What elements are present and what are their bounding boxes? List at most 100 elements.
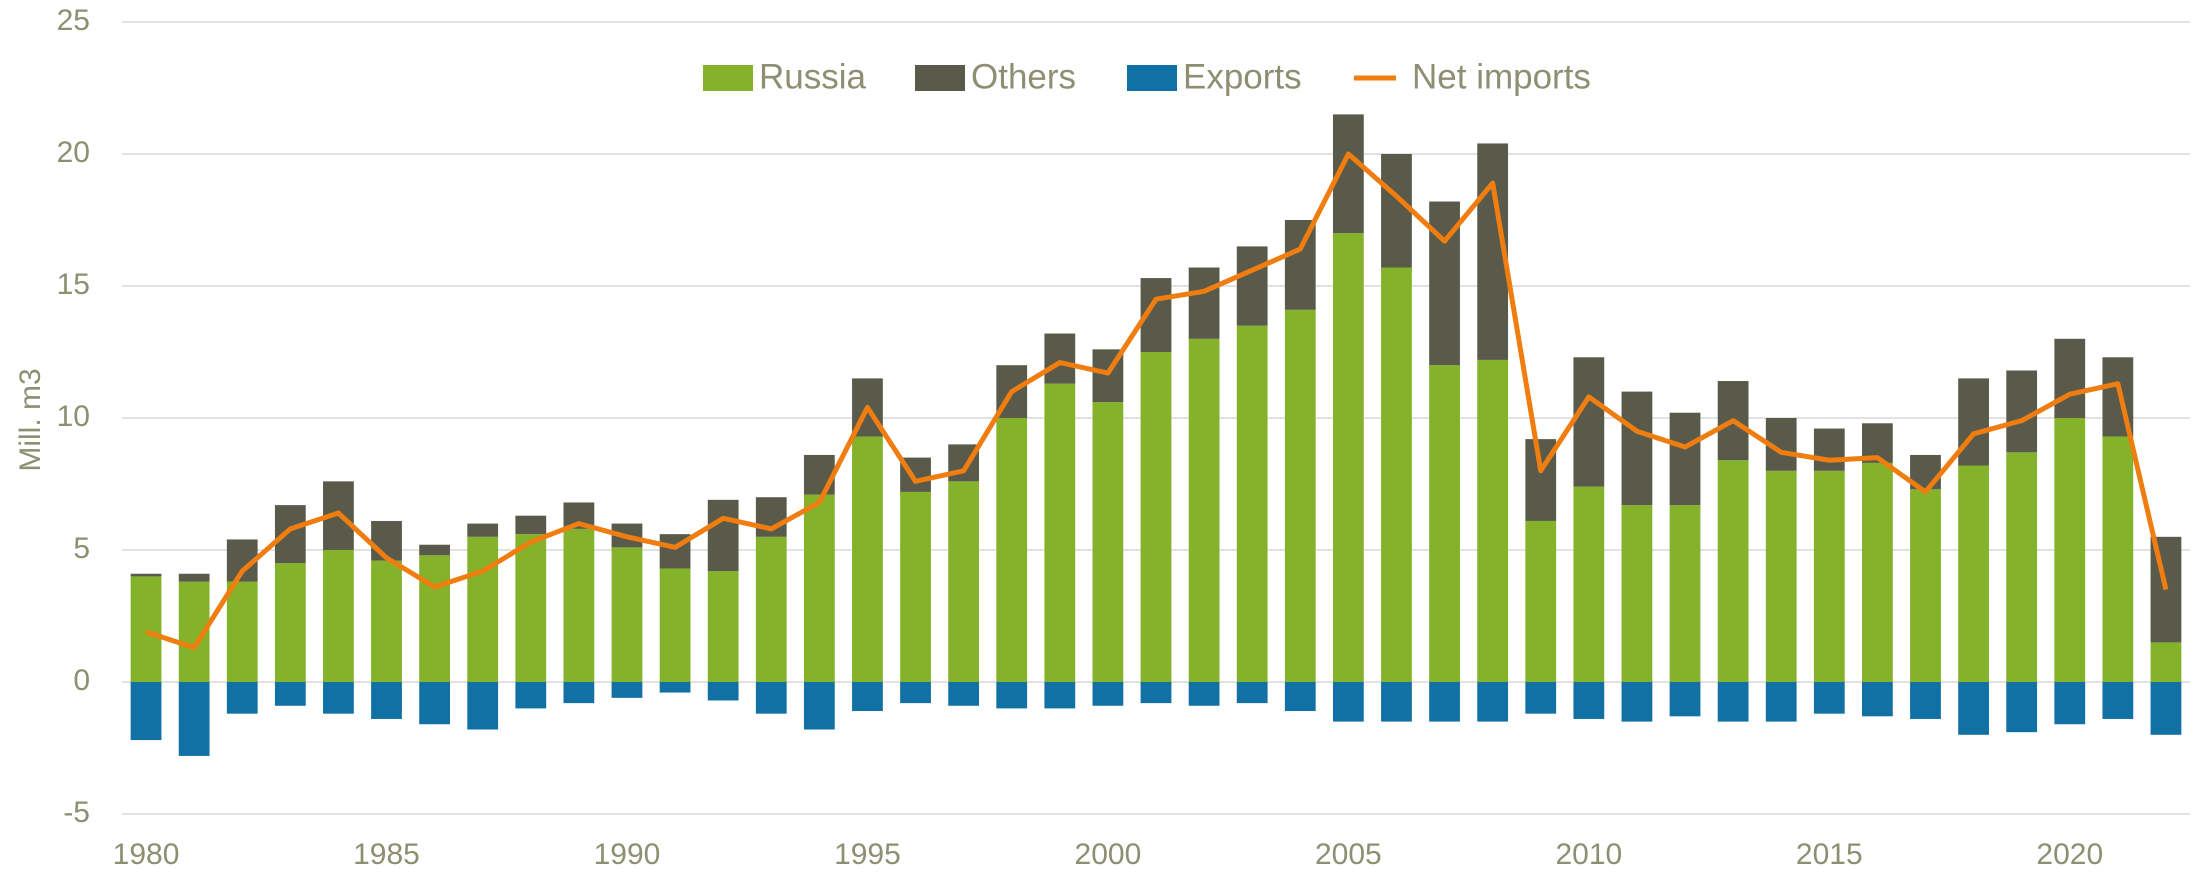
bar [852,436,883,682]
bar [1525,682,1557,714]
bar [1188,682,1220,706]
bar [226,581,258,682]
bar [563,528,595,682]
x-tick-label: 1990 [594,838,661,871]
bar [1188,338,1220,682]
bar [803,454,835,495]
x-tick-label: 1980 [113,838,180,871]
bar [1236,246,1268,326]
bar [1044,383,1076,682]
bar [467,682,499,730]
bar [1573,357,1605,487]
legend-swatch [915,65,965,91]
bar [1092,402,1124,682]
bar [419,555,450,682]
bar [659,568,691,682]
bar [1621,391,1653,506]
bar [1862,462,1893,682]
bar [1332,682,1364,722]
bar [1284,682,1316,712]
bar [1862,682,1893,717]
bar [130,576,162,682]
bar [1813,428,1845,471]
bar [2150,682,2182,735]
bar [803,494,835,682]
bar [1429,682,1460,722]
bar [226,682,258,714]
bar [611,682,643,698]
legend-label: Others [971,57,1076,96]
bar [1332,233,1364,682]
bar [1621,682,1653,722]
bar [2006,682,2038,733]
y-tick-label: 10 [57,400,90,433]
bar [1477,682,1509,722]
legend-swatch [1127,65,1177,91]
bar [1092,682,1124,706]
bar [611,547,643,682]
bar [371,520,402,561]
bar [130,682,162,741]
bar [659,682,691,693]
bar [2102,436,2134,682]
bar [1284,309,1316,682]
bar [274,682,306,706]
bar [803,682,835,730]
bar [2006,452,2038,682]
bar [1813,682,1845,714]
legend-swatch [703,65,753,91]
bar [852,682,883,712]
y-tick-label: 25 [57,4,90,37]
bar [1429,365,1460,682]
bar [178,682,210,756]
bar [755,536,787,682]
bar [371,560,402,682]
bar [2054,418,2086,682]
bar [371,682,402,719]
bar [2102,682,2134,719]
bar [1381,267,1412,682]
y-tick-label: 15 [57,268,90,301]
y-tick-label: 0 [73,664,90,697]
bar [2054,338,2086,418]
bar [707,499,739,572]
bar [1573,682,1605,719]
bar [515,682,547,709]
bar [2006,370,2038,453]
bar [1669,682,1701,717]
bar [1717,682,1749,722]
bar [1669,505,1701,682]
x-tick-label: 1995 [834,838,901,871]
bar [1958,378,1989,466]
y-tick-label: -5 [63,796,90,829]
bar [996,418,1028,682]
bar [1717,460,1749,682]
bar [274,505,306,564]
bar [1525,520,1557,682]
bar [515,534,547,682]
bar [2054,682,2086,725]
bar [1381,154,1412,268]
bar [419,544,450,556]
bar [900,491,931,682]
bar [755,682,787,714]
bar [900,682,931,704]
x-tick-label: 2015 [1796,838,1863,871]
bar [948,481,980,682]
bar [1236,682,1268,704]
bar [130,573,162,577]
bar [1621,505,1653,682]
bar [467,523,499,537]
bar [1477,359,1509,682]
bar [1284,220,1316,310]
bar [1381,682,1412,722]
x-tick-label: 2000 [1075,838,1142,871]
bar [707,682,739,701]
bar [1140,352,1172,682]
bar [1765,682,1797,722]
bar [1958,465,1989,682]
bar [1765,470,1797,682]
bar [707,571,739,682]
bar [1188,267,1220,339]
